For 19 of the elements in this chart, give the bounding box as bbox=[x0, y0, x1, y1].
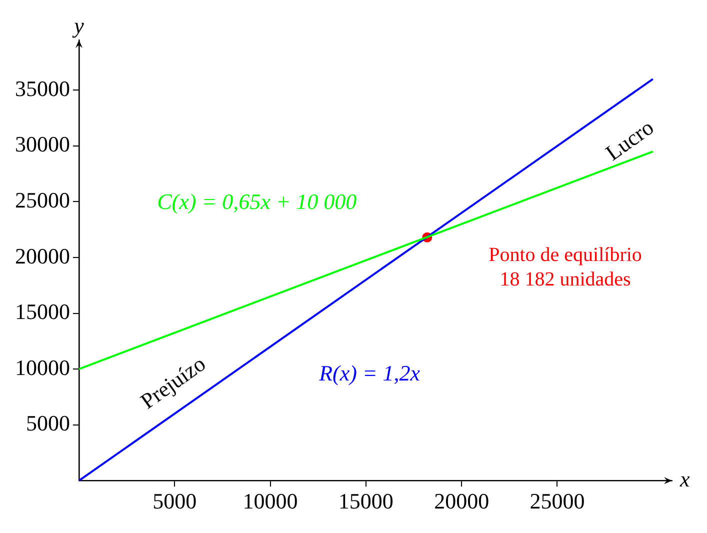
x-axis-title: x bbox=[679, 466, 690, 492]
y-axis-title: y bbox=[72, 12, 84, 38]
x-tick-label: 20000 bbox=[434, 488, 490, 514]
y-tick-label: 20000 bbox=[15, 243, 70, 268]
text: C(x) = 0,65x + 10 000 bbox=[157, 188, 357, 214]
annotation: Ponto de equilíbrio bbox=[488, 244, 642, 266]
x-tick-label: 25000 bbox=[530, 488, 585, 514]
y-tick-label: 10000 bbox=[15, 354, 70, 380]
x-tick-label: 5000 bbox=[152, 488, 197, 514]
series-label: R(x) = 1,2x bbox=[318, 360, 420, 386]
y-tick-label: 30000 bbox=[15, 132, 70, 157]
x-tick-label: 10000 bbox=[242, 488, 298, 514]
y-tick-label: 25000 bbox=[15, 188, 70, 213]
annotation: Lucro bbox=[600, 114, 658, 166]
y-tick-label: 5000 bbox=[26, 410, 70, 436]
y-tick-label: 35000 bbox=[15, 76, 70, 101]
annotation: 18 182 unidades bbox=[500, 268, 632, 290]
x-tick-label: 15000 bbox=[338, 488, 394, 514]
y-tick-label: 15000 bbox=[15, 299, 70, 324]
